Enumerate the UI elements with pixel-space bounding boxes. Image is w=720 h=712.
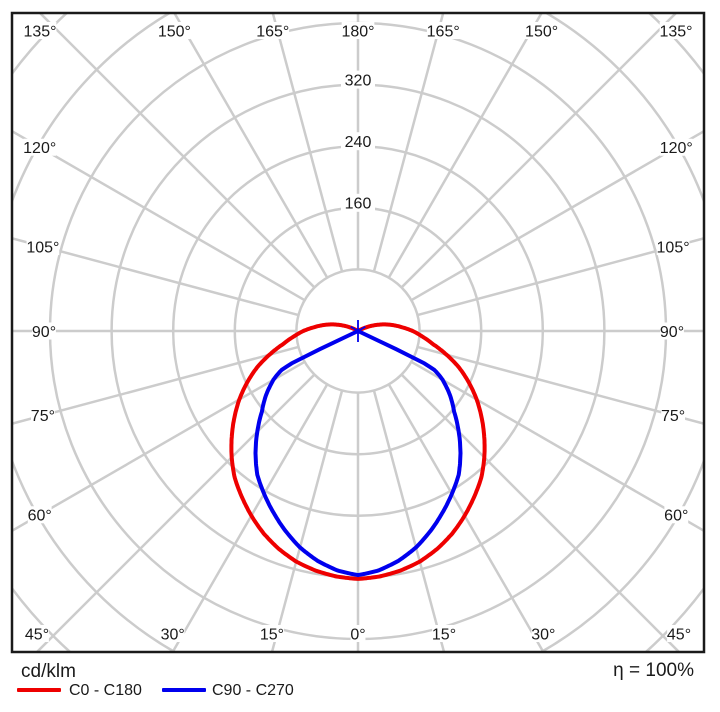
angle-label-105-left: 105° bbox=[26, 239, 59, 256]
angle-label-165-right: 165° bbox=[427, 23, 460, 40]
light-output-ratio-label: η = 100% bbox=[613, 660, 694, 681]
angle-label-135-left: 135° bbox=[23, 23, 56, 40]
angle-labels: 0° 15° 15° 30° 30° 45° 45° 60° 60° 75° 75° 90° 90° 10… bbox=[23, 22, 693, 643]
ring-label-160: 160 bbox=[345, 196, 372, 213]
curve-c90-c270 bbox=[253, 329, 463, 578]
angle-label-180-left: 180° bbox=[341, 23, 374, 40]
angle-label-120-left: 120° bbox=[23, 140, 56, 157]
angle-label-90-left: 90° bbox=[32, 324, 56, 341]
angle-label-45-right: 45° bbox=[667, 626, 691, 643]
curve-c0-c180 bbox=[229, 322, 487, 581]
ring-label-320: 320 bbox=[345, 72, 372, 89]
legend-label-c0-c180: C0 - C180 bbox=[69, 682, 142, 699]
angle-label-105-right: 105° bbox=[657, 239, 690, 256]
origin-marker-asterisk bbox=[350, 320, 366, 342]
angle-label-75-left: 75° bbox=[31, 408, 55, 425]
angle-label-165-left: 165° bbox=[256, 23, 289, 40]
legend-line-c0-c180 bbox=[17, 688, 61, 692]
angle-label-60-right: 60° bbox=[664, 508, 688, 525]
intensity-curves bbox=[229, 322, 487, 581]
angle-label-75-right: 75° bbox=[661, 408, 685, 425]
legend-line-c90-c270 bbox=[162, 688, 206, 692]
angle-label-120-right: 120° bbox=[660, 140, 693, 157]
legend-label-c90-c270: C90 - C270 bbox=[212, 682, 294, 699]
angle-label-0-left: 0° bbox=[350, 626, 365, 643]
radial-units-label: cd/klm bbox=[21, 661, 76, 682]
angle-label-150-left: 150° bbox=[158, 23, 191, 40]
angle-label-30-left: 30° bbox=[161, 626, 185, 643]
angle-label-30-right: 30° bbox=[531, 626, 555, 643]
angle-label-15-right: 15° bbox=[432, 626, 456, 643]
angle-label-60-left: 60° bbox=[28, 508, 52, 525]
chart-frame bbox=[10, 11, 706, 654]
angle-label-135-right: 135° bbox=[659, 23, 692, 40]
ring-label-240: 240 bbox=[345, 134, 372, 151]
angle-label-90-right: 90° bbox=[660, 324, 684, 341]
angle-label-45-left: 45° bbox=[25, 626, 49, 643]
ring-value-labels: 160 240 320 bbox=[341, 70, 375, 213]
angle-label-150-right: 150° bbox=[525, 23, 558, 40]
angle-label-15-left: 15° bbox=[260, 626, 284, 643]
